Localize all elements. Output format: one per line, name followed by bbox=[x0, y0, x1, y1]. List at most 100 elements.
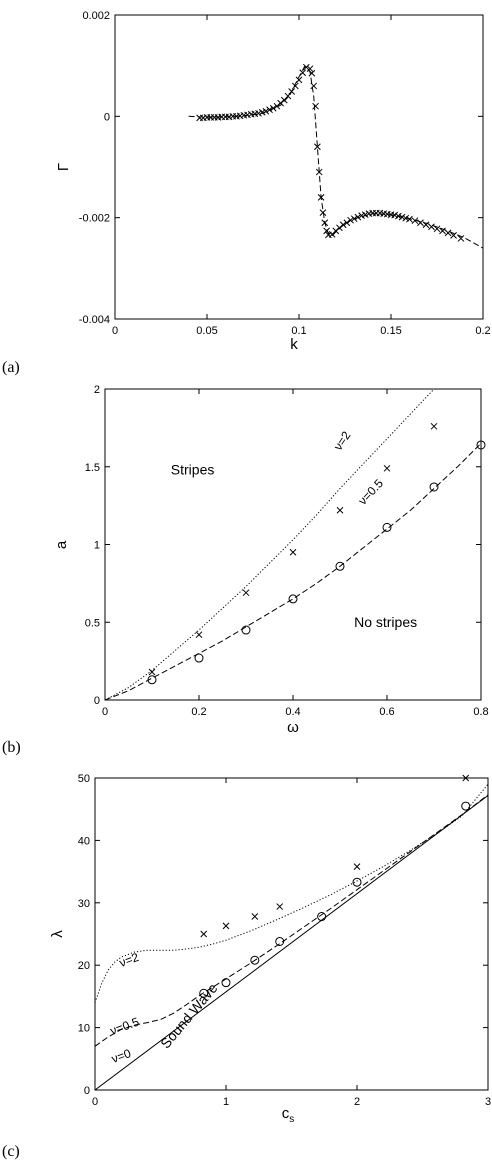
panel-a-x-marker bbox=[347, 216, 354, 224]
panel-c-xlabel-main: c bbox=[282, 1105, 290, 1122]
panel-a-xtick-label: 0.15 bbox=[380, 325, 401, 337]
panel-a-xtick-label: 0.2 bbox=[475, 325, 490, 337]
panel-b-annotations: Stripes No stripes ν=2 ν=0.5 bbox=[171, 428, 417, 629]
panel-a-series bbox=[188, 63, 483, 249]
panel-c-ytick-label: 30 bbox=[78, 898, 90, 910]
panel-c-annotation: Sound Wave bbox=[157, 980, 221, 1051]
panel-c-ylabel: λ bbox=[49, 930, 66, 938]
panel-b-o-marker bbox=[382, 522, 392, 532]
panel-a-x-marker bbox=[411, 217, 419, 225]
panel-c-ytick-label: 10 bbox=[78, 1023, 90, 1035]
panel-a-x-marker bbox=[299, 69, 307, 77]
panel-a-x-marker bbox=[439, 227, 446, 235]
panel-a-x-marker bbox=[284, 92, 292, 100]
panel-b-x-marker bbox=[148, 668, 156, 676]
panel-b-ytick-label: 1.5 bbox=[85, 462, 100, 474]
panel-c-annotation: ν=2 bbox=[117, 950, 141, 970]
panel-b-o-marker bbox=[241, 625, 251, 635]
panel-b-x-marker bbox=[242, 589, 250, 597]
panel-b-ytick-label: 1 bbox=[94, 540, 100, 552]
panel-b-series bbox=[105, 389, 486, 700]
panel-c-annotations: ν=2 ν=0.5 ν=0 Sound Wave bbox=[108, 950, 220, 1066]
panel-a-x-marker bbox=[354, 213, 362, 221]
panel-a-label: (a) bbox=[2, 359, 20, 376]
panel-b-xtick-label: 0.6 bbox=[379, 706, 394, 718]
panel-c-o-marker bbox=[275, 936, 285, 946]
panel-b-ticks: 0 0.2 0.4 0.6 0.8 0 0.5 1 1.5 2 bbox=[85, 384, 489, 718]
panel-b-o-marker bbox=[288, 594, 298, 604]
panel-a-x-marker bbox=[417, 219, 424, 227]
panel-a-ytick-label: 0 bbox=[104, 111, 110, 123]
panel-c-xlabel: cs bbox=[282, 1105, 295, 1125]
panel-a-x-marker bbox=[343, 219, 351, 227]
panel-c-annotation: ν=0.5 bbox=[108, 1014, 141, 1037]
panel-b-o-marker bbox=[147, 675, 157, 685]
panel-a-x-marker bbox=[266, 106, 273, 114]
panel-a-x-marker bbox=[317, 194, 325, 201]
panel-c-x-marker bbox=[276, 903, 284, 910]
panel-c-x-marker bbox=[222, 922, 230, 930]
panel-a-x-marker bbox=[457, 235, 465, 242]
panel-c-xlabel-sub: s bbox=[289, 1114, 294, 1125]
panel-c-o-marker bbox=[352, 877, 362, 887]
panel-c-plot-frame bbox=[94, 777, 489, 1091]
panel-c-o-marker bbox=[317, 912, 327, 922]
panel-a-xtick-label: 0.1 bbox=[291, 325, 306, 337]
panel-c-series-dotted-line bbox=[95, 783, 488, 1003]
panel-b-xtick-label: 0.4 bbox=[285, 706, 300, 718]
panel-a-x-marker bbox=[303, 63, 310, 71]
panel-b-xtick-label: 0.8 bbox=[473, 706, 488, 718]
panel-a-xtick-label: 0 bbox=[112, 325, 118, 337]
panel-b-x-marker bbox=[430, 422, 438, 430]
panel-a-ytick-label: -0.002 bbox=[79, 213, 110, 225]
panel-c-annotation: ν=0 bbox=[110, 1046, 134, 1066]
panel-a-x-marker bbox=[295, 76, 303, 84]
panel-a-ytick-label: 0.002 bbox=[82, 10, 110, 22]
panel-b-o-marker bbox=[429, 482, 439, 492]
panel-a-x-marker bbox=[269, 104, 277, 112]
panel-c-o-marker bbox=[221, 978, 231, 988]
panel-c-x-marker bbox=[200, 930, 208, 938]
panel-b: 0 0.2 0.4 0.6 0.8 0 0.5 1 1.5 2 Stripes No stripes… bbox=[2, 384, 489, 756]
panel-c-o-marker bbox=[250, 955, 260, 965]
panel-b-x-marker bbox=[336, 506, 344, 514]
panel-a-xlabel: k bbox=[290, 336, 298, 353]
panel-a-x-marker bbox=[428, 223, 435, 231]
panel-c-o-marker bbox=[461, 801, 471, 811]
panel-a-x-marker bbox=[444, 229, 452, 237]
panel-b-xtick-label: 0 bbox=[102, 706, 108, 718]
panel-b-annotation: ν=2 bbox=[331, 428, 354, 452]
panel-a-x-marker bbox=[262, 107, 270, 115]
panel-c-x-marker bbox=[462, 774, 470, 782]
panel-c-series-dashed-line bbox=[95, 794, 488, 1047]
panel-a-series-dashed-line bbox=[188, 65, 483, 249]
panel-b-ylabel: a bbox=[53, 540, 70, 549]
panel-c-ytick-label: 20 bbox=[78, 960, 90, 972]
panel-a-x-marker bbox=[310, 82, 318, 90]
panel-c-series-solid-line bbox=[95, 795, 488, 1090]
panel-a-ticks: 0 0.05 0.1 0.15 0.2 -0.004 -0.002 0 0.002 bbox=[79, 10, 491, 337]
panel-b-x-marker bbox=[195, 631, 203, 639]
panel-a-x-marker bbox=[422, 221, 430, 229]
panel-a-x-marker bbox=[314, 143, 321, 151]
panel-a-x-marker bbox=[339, 221, 347, 229]
panel-a-x-marker bbox=[321, 219, 329, 227]
panel-a-xtick-label: 0.05 bbox=[196, 325, 217, 337]
panel-a-x-marker bbox=[308, 69, 316, 77]
panel-a-x-marker bbox=[312, 102, 319, 110]
panel-a-x-marker bbox=[433, 225, 441, 233]
panel-c-x-marker bbox=[251, 913, 259, 920]
panel-b-o-marker bbox=[194, 653, 204, 663]
panel-b-ytick-label: 0.5 bbox=[85, 617, 100, 629]
panel-b-x-marker bbox=[383, 464, 391, 472]
panel-c-xtick-label: 0 bbox=[92, 1096, 98, 1108]
panel-c-xtick-label: 2 bbox=[354, 1096, 360, 1108]
panel-c-series bbox=[95, 774, 488, 1090]
panel-a-ytick-label: -0.004 bbox=[79, 314, 110, 326]
panel-a-x-marker bbox=[319, 209, 327, 216]
panel-b-x-marker bbox=[289, 548, 297, 556]
panel-c-xtick-label: 1 bbox=[223, 1096, 229, 1108]
